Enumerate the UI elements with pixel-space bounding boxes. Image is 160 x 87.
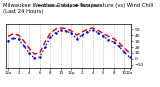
- Text: Milwaukee Weather Outdoor Temperature (vs) Wind Chill (Last 24 Hours): Milwaukee Weather Outdoor Temperature (v…: [3, 3, 154, 14]
- Legend: Outdoor Temp, Wind Chill: Outdoor Temp, Wind Chill: [37, 4, 100, 8]
